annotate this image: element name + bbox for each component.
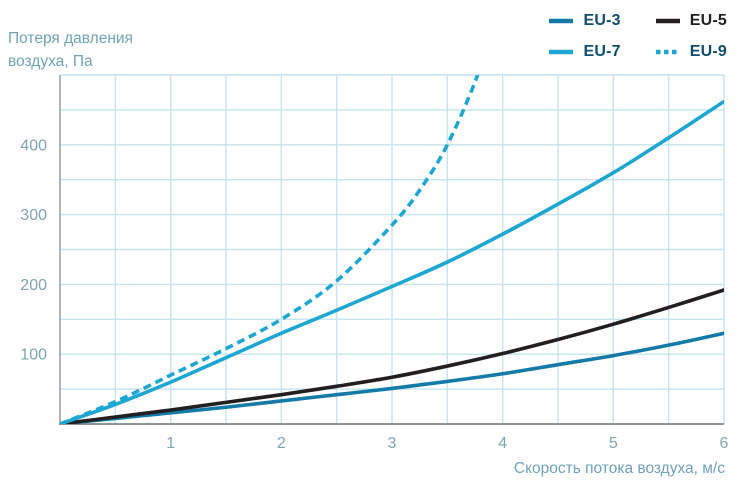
legend-label-eu-3: EU-3 — [583, 12, 621, 29]
legend-item-eu-9: EU-9 — [655, 43, 727, 61]
y-tick-label: 200 — [20, 277, 47, 294]
legend-swatch-eu-9-dotted-line-icon — [655, 49, 680, 55]
x-tick-label: 6 — [720, 435, 729, 452]
x-tick-label: 1 — [166, 435, 175, 452]
legend-item-eu-3: EU-3 — [548, 12, 621, 30]
x-tick-label: 5 — [609, 435, 618, 452]
y-axis-title-line1: Потеря давления — [8, 30, 133, 47]
legend-label-eu-9: EU-9 — [689, 43, 727, 60]
y-axis-title-line2: воздуха, Па — [8, 53, 93, 70]
series-curve-eu-7 — [60, 99, 724, 424]
y-tick-label: 300 — [20, 207, 47, 224]
y-axis-title: Потеря давления воздуха, Па — [8, 27, 133, 73]
series-curve-eu-9 — [60, 75, 480, 424]
series-curve-eu-3 — [60, 331, 724, 424]
series-curve-eu-5 — [60, 288, 724, 424]
y-tick-label: 100 — [20, 347, 47, 364]
y-tick-label: 400 — [20, 137, 47, 154]
chart-legend: EU-3 EU-5 EU-7 EU-9 — [548, 12, 727, 61]
x-axis-title: Скорость потока воздуха, м/с — [513, 460, 725, 477]
x-tick-label: 2 — [277, 435, 286, 452]
legend-item-eu-5: EU-5 — [655, 12, 727, 30]
legend-swatch-eu-3-line-icon — [549, 18, 574, 24]
x-tick-label: 3 — [388, 435, 397, 452]
x-tick-label: 4 — [498, 435, 507, 452]
legend-swatch-eu-5-line-icon — [655, 18, 680, 24]
legend-label-eu-5: EU-5 — [689, 12, 727, 29]
legend-swatch-eu-7-line-icon — [549, 49, 574, 55]
legend-label-eu-7: EU-7 — [583, 43, 621, 60]
legend-item-eu-7: EU-7 — [548, 43, 621, 61]
